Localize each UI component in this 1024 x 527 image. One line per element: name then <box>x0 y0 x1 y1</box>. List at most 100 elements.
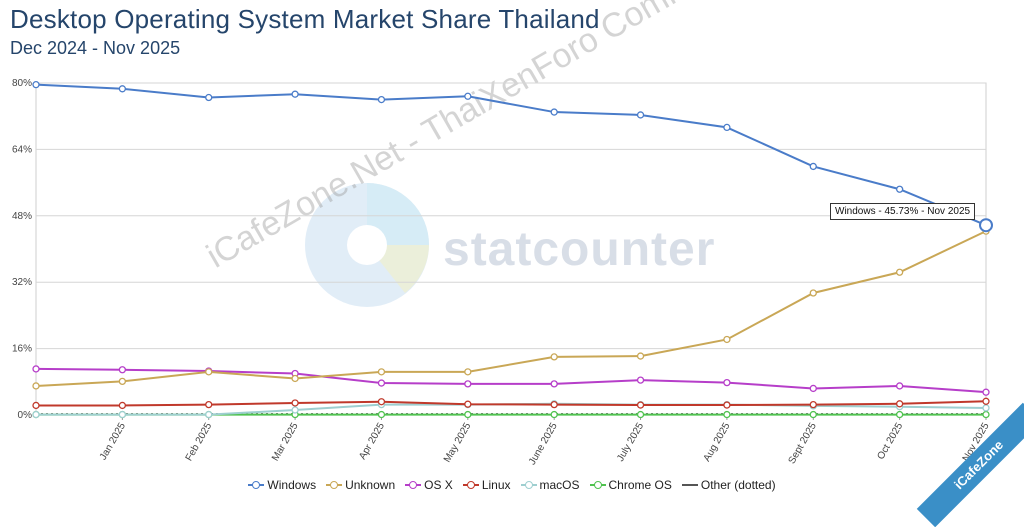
data-point <box>895 410 904 419</box>
y-tick-label: 0% <box>18 410 33 421</box>
x-tick-label: Mar 2025 <box>270 421 301 463</box>
data-point <box>636 111 645 119</box>
data-point <box>464 380 472 388</box>
legend-label: Chrome OS <box>608 478 672 492</box>
data-point <box>636 401 645 409</box>
data-point <box>809 289 817 297</box>
chart-title: Desktop Operating System Market Share Th… <box>10 4 600 34</box>
data-point <box>636 352 645 360</box>
line-chart: 0% 16% 32% 48% 64% 80% Jan 2025 Feb 2025 Mar 202… <box>12 78 993 467</box>
data-point <box>723 410 731 419</box>
x-tick-label: Jan 2025 <box>98 421 128 463</box>
data-point <box>118 401 127 410</box>
statcounter-logo-icon <box>305 183 429 307</box>
x-tick-label: Oct 2025 <box>875 421 905 462</box>
data-point <box>550 400 558 409</box>
data-point <box>377 379 386 387</box>
data-point <box>32 81 40 89</box>
chart-subtitle: Dec 2024 - Nov 2025 <box>10 38 181 58</box>
legend-item[interactable]: Unknown <box>326 478 395 492</box>
data-point <box>895 185 904 193</box>
data-point <box>205 93 213 102</box>
series-line-unknown <box>35 230 987 387</box>
x-tick-label: Aug 2025 <box>702 421 733 464</box>
chart-tooltip: Windows - 45.73% - Nov 2025 <box>830 203 976 220</box>
legend-label: OS X <box>424 478 453 492</box>
legend-item[interactable]: OS X <box>405 478 453 492</box>
data-point <box>550 108 558 116</box>
data-point <box>32 401 40 410</box>
data-point <box>982 397 990 405</box>
legend-label: macOS <box>539 478 580 492</box>
data-point <box>723 335 731 344</box>
data-point <box>464 410 472 419</box>
data-point <box>32 365 40 373</box>
legend-swatch <box>405 480 422 490</box>
legend-swatch <box>326 480 343 490</box>
x-tick-label: Sept 2025 <box>787 421 820 466</box>
series-line-windows <box>35 83 987 227</box>
x-tick-label: May 2025 <box>442 421 474 465</box>
data-point <box>550 380 558 388</box>
data-point <box>118 377 127 386</box>
series-line-os-x <box>35 367 987 394</box>
data-point <box>377 410 386 419</box>
data-point <box>464 368 472 376</box>
legend-label: Unknown <box>345 478 396 492</box>
data-point <box>550 353 558 361</box>
data-point <box>809 410 817 419</box>
data-point <box>291 90 299 98</box>
data-point <box>377 95 386 104</box>
data-point <box>982 410 990 419</box>
data-point <box>809 400 817 409</box>
data-point <box>377 398 386 406</box>
y-tick-label: 16% <box>12 344 32 355</box>
data-point <box>205 368 213 376</box>
series-line-linux <box>36 400 987 407</box>
legend-swatch <box>520 480 537 490</box>
data-point <box>550 410 558 419</box>
data-point <box>464 92 472 100</box>
x-tick-label: Feb 2025 <box>184 421 215 463</box>
data-point <box>118 366 127 374</box>
data-point <box>723 123 731 132</box>
y-tick-label: 64% <box>12 144 32 155</box>
data-point <box>809 162 817 171</box>
data-point <box>291 399 299 407</box>
legend-item[interactable]: Chrome OS <box>589 478 672 492</box>
legend-item[interactable]: Windows <box>248 478 316 492</box>
data-point <box>32 382 40 390</box>
data-point <box>636 410 645 419</box>
data-point <box>291 374 299 383</box>
highlighted-point <box>979 218 993 233</box>
legend-swatch <box>248 480 265 490</box>
x-tick-label: Apr 2025 <box>357 421 387 462</box>
legend-item[interactable]: Other (dotted) <box>681 478 776 492</box>
data-point <box>377 368 386 376</box>
legend-item[interactable]: Linux <box>462 478 511 492</box>
x-tick-label: June 2025 <box>527 421 560 467</box>
data-point <box>723 401 731 409</box>
y-tick-label: 80% <box>12 78 32 89</box>
legend-label: Linux <box>481 478 511 492</box>
chart-legend: Windows Unknown OS X Linux macOS Chrome OS Oth… <box>0 478 1024 493</box>
legend-label: Windows <box>267 478 317 492</box>
legend-label: Other (dotted) <box>700 478 776 492</box>
statcounter-logo-text: statcounter <box>443 223 716 276</box>
legend-swatch <box>681 480 698 490</box>
data-point <box>205 400 213 409</box>
data-point <box>723 378 731 387</box>
data-point <box>809 384 817 393</box>
data-point <box>464 400 472 408</box>
legend-item[interactable]: macOS <box>520 478 580 492</box>
legend-swatch <box>462 480 479 490</box>
y-tick-label: 32% <box>12 277 32 288</box>
data-point <box>118 410 127 419</box>
data-point <box>118 85 127 93</box>
data-point <box>895 382 904 390</box>
data-point <box>895 268 904 276</box>
data-point <box>982 388 990 396</box>
data-point <box>291 406 299 414</box>
y-tick-label: 48% <box>12 211 32 222</box>
x-tick-label: July 2025 <box>615 421 646 464</box>
